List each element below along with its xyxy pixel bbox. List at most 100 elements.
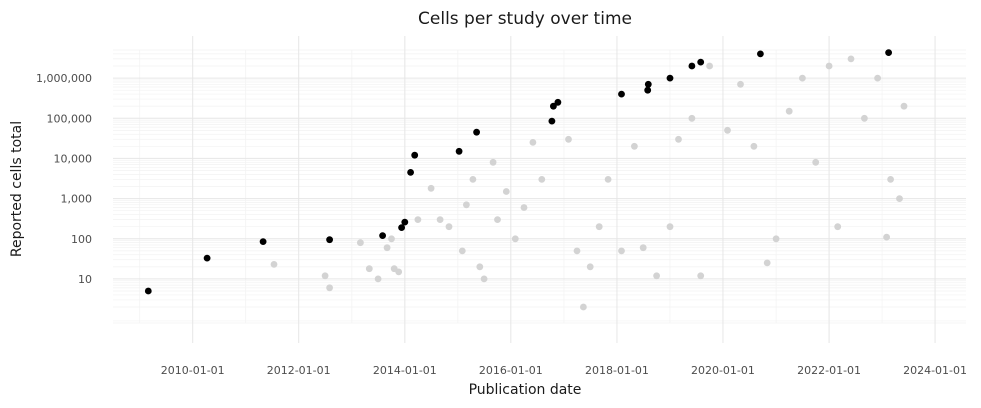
scatter-point [644, 86, 652, 94]
scatter-point [874, 74, 881, 82]
scatter-point [896, 195, 903, 203]
scatter-point [144, 287, 152, 295]
tick-labels: 10 100 1,000 10,000 100,000 1,000,000 2010-01-… [36, 72, 967, 377]
scatter-point [494, 216, 501, 224]
scatter-point [550, 102, 557, 110]
y-tick-label: 100,000 [47, 112, 93, 125]
scatter-point [772, 235, 780, 243]
x-tick-label: 2020-01-01 [691, 364, 755, 377]
scatter-point [706, 62, 713, 70]
scatter-point [763, 259, 771, 267]
data-points [144, 49, 908, 311]
scatter-point [825, 62, 833, 70]
scatter-point [469, 176, 477, 183]
y-tick-label: 1,000 [61, 193, 93, 206]
scatter-point [463, 201, 470, 209]
scatter-point [548, 117, 556, 125]
scatter-point [436, 216, 444, 224]
x-tick-label: 2022-01-01 [797, 364, 861, 377]
scatter-point [388, 235, 395, 243]
scatter-point [666, 223, 674, 231]
scatter-point [473, 128, 480, 136]
scatter-point [411, 151, 419, 159]
y-axis-title: Reported cells total [9, 121, 25, 257]
scatter-point [321, 272, 329, 280]
scatter-point [724, 126, 731, 134]
y-tick-label: 1,000,000 [36, 72, 92, 85]
scatter-point [697, 272, 705, 280]
scatter-point [538, 176, 546, 183]
scatter-point [326, 284, 333, 292]
scatter-point [812, 158, 820, 166]
scatter-point [379, 232, 386, 240]
x-tick-label: 2016-01-01 [479, 364, 543, 377]
scatter-point [644, 80, 652, 88]
scatter-point [480, 275, 488, 283]
scatter-point [834, 223, 842, 231]
scatter-point [573, 247, 581, 255]
scatter-point [398, 224, 405, 232]
scatter-point [395, 268, 403, 276]
scatter-point [688, 62, 696, 70]
scatter-point [885, 49, 892, 56]
scatter-point [554, 98, 562, 106]
scatter-point [520, 204, 528, 211]
scatter-point [883, 233, 890, 241]
scatter-point [401, 218, 409, 226]
x-tick-label: 2018-01-01 [585, 364, 649, 377]
scatter-point [757, 50, 764, 58]
scatter-point [511, 235, 519, 243]
x-tick-label: 2014-01-01 [373, 364, 437, 377]
scatter-point [861, 114, 868, 122]
scatter-point [675, 135, 682, 143]
scatter-point [357, 239, 364, 247]
scatter-point [529, 139, 537, 146]
scatter-point [383, 244, 391, 252]
scatter-point [445, 223, 453, 231]
scatter-point [604, 176, 612, 183]
grid [113, 36, 966, 343]
scatter-point [666, 74, 674, 82]
scatter-point [407, 169, 414, 176]
x-axis-title: Publication date [469, 382, 582, 398]
scatter-point [203, 254, 211, 262]
scatter-point [618, 90, 625, 98]
scatter-point [414, 216, 422, 224]
scatter-point [847, 55, 855, 63]
scatter-point [639, 244, 647, 252]
x-tick-label: 2010-01-01 [161, 364, 225, 377]
scatter-point [502, 188, 510, 195]
scatter-point [737, 80, 744, 88]
scatter-point [326, 236, 333, 244]
scatter-point [653, 272, 660, 280]
scatter-point [374, 275, 382, 283]
scatter-point [365, 265, 373, 273]
scatter-point [476, 263, 484, 271]
scatter-point [565, 135, 572, 143]
scatter-point [785, 107, 793, 115]
y-tick-label: 100 [71, 233, 92, 246]
scatter-point [750, 142, 758, 150]
scatter-point [900, 102, 908, 110]
y-tick-label: 10 [78, 273, 92, 286]
scatter-point [697, 58, 705, 66]
scatter-point [489, 158, 497, 166]
scatter-point [259, 238, 267, 246]
scatter-point [427, 184, 435, 192]
chart-title: Cells per study over time [418, 9, 632, 29]
scatter-point [618, 247, 625, 255]
x-tick-label: 2024-01-01 [903, 364, 967, 377]
y-tick-label: 10,000 [54, 152, 93, 165]
x-tick-label: 2012-01-01 [267, 364, 331, 377]
scatter-point [455, 147, 463, 155]
scatter-point [688, 114, 696, 122]
scatter-point [799, 74, 806, 82]
scatter-point [270, 261, 278, 268]
scatter-point [631, 142, 638, 150]
scatter-point [887, 176, 894, 183]
scatter-point [595, 223, 603, 231]
scatter-point [586, 263, 594, 271]
scatter-point [580, 303, 587, 311]
